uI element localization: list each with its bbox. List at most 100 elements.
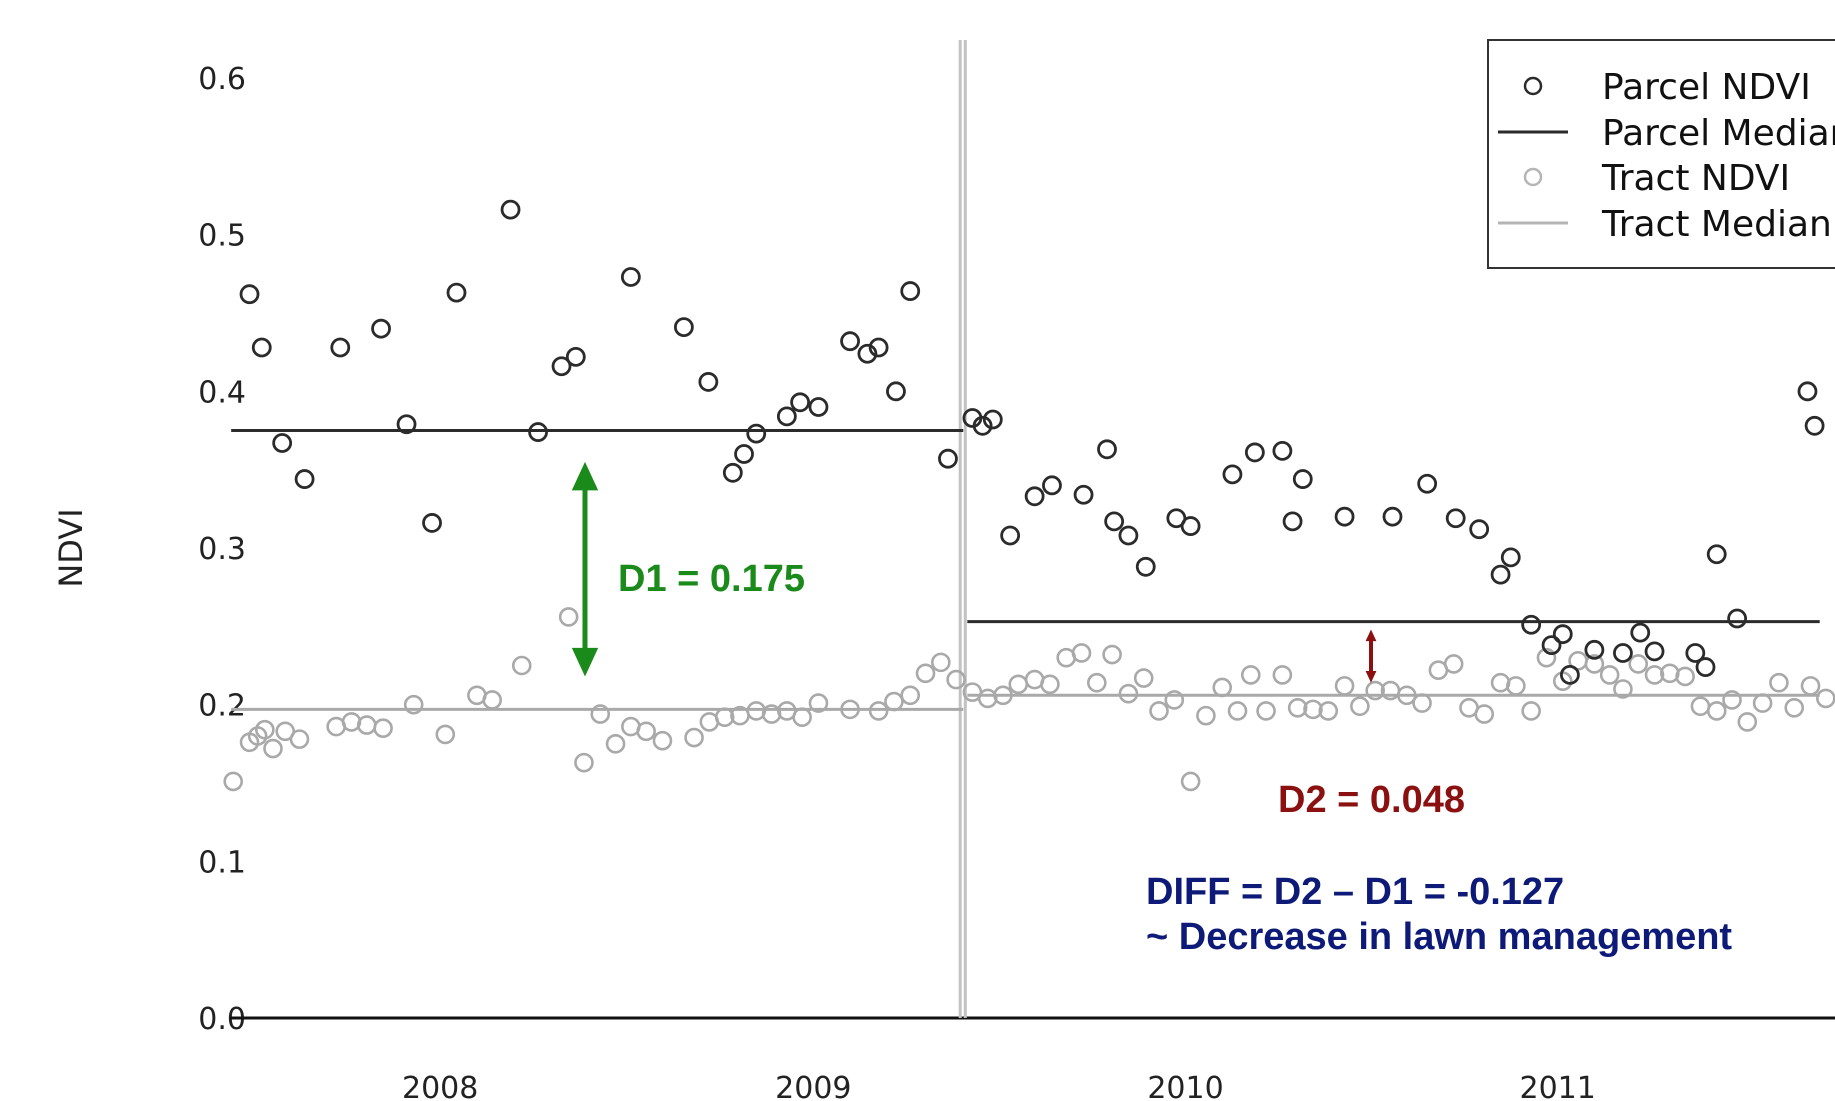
tract-ndvi-point (255, 719, 275, 740)
parcel-ndvi-points (239, 199, 1825, 685)
tract-ndvi-point (1599, 665, 1620, 685)
parcel-ndvi-point (1469, 519, 1490, 540)
tract-ndvi-point (1412, 693, 1432, 713)
parcel-ndvi-point (1685, 643, 1706, 663)
parcel-ndvi-point (982, 409, 1003, 430)
parcel-ndvi-point (1560, 665, 1580, 685)
y-axis-label: NDVI (52, 508, 90, 587)
parcel-ndvi-point (1042, 475, 1062, 496)
parcel-ndvi-point (698, 372, 719, 392)
parcel-ndvi-point (1727, 608, 1748, 629)
parcel-ndvi-point (620, 267, 641, 287)
tract-ndvi-point (1256, 701, 1276, 721)
tract-ndvi-point (289, 729, 310, 749)
tract-ndvi-point (808, 693, 829, 713)
parcel-ndvi-point (1272, 440, 1293, 461)
tract-ndvi-point (792, 707, 812, 728)
tract-ndvi-point (605, 734, 626, 754)
tract-ndvi-point (636, 721, 656, 742)
diff-conclusion: ~ Decrease in lawn management (1146, 916, 1732, 958)
parcel-ndvi-point (1000, 525, 1021, 546)
parcel-ndvi-point (1104, 511, 1125, 532)
y-tick-label: 0.6 (198, 62, 246, 97)
tract-ndvi-point (1675, 666, 1695, 687)
tract-ndvi-point (840, 699, 860, 720)
parcel-ndvi-point (239, 284, 260, 305)
parcel-ndvi-point (528, 422, 548, 442)
parcel-ndvi-point (1500, 547, 1521, 568)
parcel-ndvi-point (1541, 635, 1562, 656)
tract-ndvi-point (714, 707, 735, 728)
arrow-head-up (1365, 629, 1377, 642)
parcel-ndvi-point (1073, 484, 1094, 505)
tract-ndvi-point (1644, 665, 1665, 685)
tract-ndvi-point (1164, 690, 1185, 710)
tract-ndvi-point (1149, 701, 1169, 721)
parcel-ndvi-point (1552, 624, 1573, 645)
tract-ndvi-point (931, 652, 951, 673)
parcel-ndvi-point (1613, 643, 1633, 663)
tract-ndvi-point (1334, 676, 1355, 696)
tract-ndvi-point (1443, 654, 1464, 674)
tract-ndvi-point (946, 669, 966, 690)
tract-ndvi-point (1272, 665, 1293, 685)
tract-ndvi-point (900, 685, 921, 706)
tract-ndvi-point (1584, 654, 1605, 674)
parcel-ndvi-point (673, 317, 694, 338)
tract-ndvi-point (1303, 699, 1323, 720)
tract-ndvi-points (223, 607, 1835, 792)
parcel-ndvi-point (551, 356, 572, 377)
parcel-ndvi-point (1417, 473, 1438, 494)
tract-ndvi-point (1628, 654, 1649, 674)
parcel-ndvi-point (1024, 486, 1045, 507)
legend: Parcel NDVI Parcel Median Tract NDVI Tra… (1487, 39, 1835, 269)
tract-ndvi-point (1800, 676, 1821, 696)
tract-ndvi-point (884, 691, 904, 712)
parcel-ndvi-point (808, 397, 829, 417)
parcel-ndvi-point (734, 444, 754, 464)
y-tick-label: 0.3 (198, 532, 246, 567)
tract-ndvi-point (1318, 701, 1339, 721)
tract-ndvi-point (1613, 679, 1633, 699)
tract-ndvi-point (1737, 712, 1758, 732)
parcel-ndvi-point (900, 281, 921, 301)
legend-point-key (1523, 76, 1543, 96)
tract-ndvi-point (1769, 672, 1789, 693)
parcel-ndvi-point (1695, 657, 1716, 677)
parcel-ndvi-point (1706, 544, 1727, 565)
parcel-ndvi-point (294, 469, 315, 489)
y-tick-label: 0.5 (198, 219, 246, 254)
parcel-ndvi-point (272, 433, 293, 453)
parcel-ndvi-point (776, 406, 797, 427)
parcel-ndvi-point (840, 331, 860, 352)
tract-ndvi-point (1784, 697, 1805, 718)
parcel-ndvi-point (396, 414, 417, 435)
parcel-ndvi-point (1521, 614, 1542, 635)
tract-ndvi-point (915, 663, 936, 684)
parcel-ndvi-point (857, 343, 878, 364)
tract-ndvi-point (403, 694, 424, 715)
parcel-ndvi-point (1118, 525, 1139, 546)
parcel-ndvi-point (1644, 641, 1665, 662)
x-tick-label: 2008 (402, 1071, 478, 1101)
tract-ndvi-point (1180, 771, 1201, 792)
tract-ndvi-point (1752, 693, 1773, 713)
tract-ndvi-point (868, 701, 889, 721)
tract-ndvi-point (1196, 705, 1216, 726)
tract-ndvi-point (1521, 701, 1541, 721)
tract-ndvi-point (1722, 690, 1742, 710)
legend-label: Tract NDVI (1601, 158, 1790, 199)
tract-ndvi-point (1816, 688, 1835, 709)
legend-point-key (1523, 167, 1543, 187)
tract-ndvi-point (223, 771, 244, 792)
parcel-ndvi-point (1382, 506, 1403, 527)
tract-ndvi-point (652, 730, 673, 751)
parcel-ndvi-point (868, 337, 889, 358)
parcel-ndvi-point (330, 337, 351, 358)
tract-ndvi-point (1102, 644, 1122, 665)
tract-ndvi-point (1087, 672, 1107, 693)
tract-ndvi-point (373, 718, 393, 738)
tract-ndvi-point (482, 690, 502, 710)
tract-ndvi-point (1396, 685, 1417, 706)
